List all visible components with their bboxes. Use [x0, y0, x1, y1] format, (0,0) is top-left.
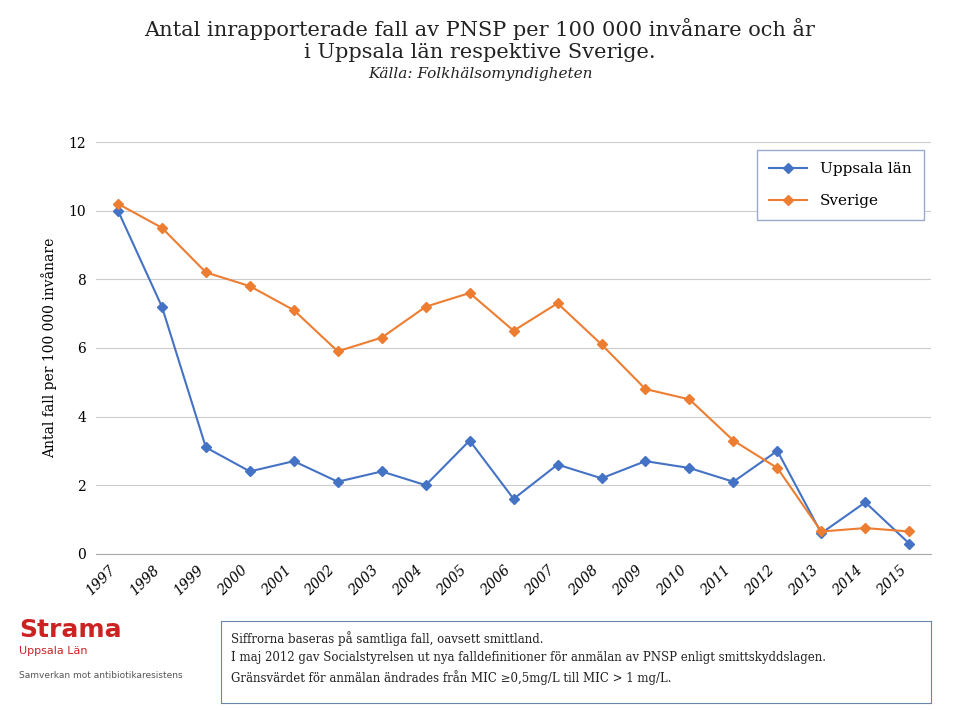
- Uppsala län: [464, 436, 475, 444]
- Sverige: [508, 327, 519, 335]
- Uppsala län: [376, 467, 388, 476]
- Line: Sverige: Sverige: [114, 200, 913, 535]
- Sverige: [772, 464, 783, 472]
- Sverige: [332, 347, 344, 356]
- Text: Siffrorna baseras på samtliga fall, oavsett smittland.
I maj 2012 gav Socialstyr: Siffrorna baseras på samtliga fall, oavs…: [231, 631, 827, 684]
- Uppsala län: [508, 495, 519, 503]
- Uppsala län: [728, 477, 739, 486]
- Text: i Uppsala län respektive Sverige.: i Uppsala län respektive Sverige.: [304, 43, 656, 62]
- Sverige: [639, 385, 651, 393]
- Sverige: [684, 395, 695, 403]
- Line: Uppsala län: Uppsala län: [114, 207, 913, 547]
- Uppsala län: [772, 447, 783, 455]
- Uppsala län: [288, 457, 300, 466]
- Sverige: [376, 334, 388, 342]
- Uppsala län: [200, 443, 211, 452]
- Sverige: [200, 268, 211, 277]
- Sverige: [288, 306, 300, 315]
- Uppsala län: [684, 464, 695, 472]
- Sverige: [859, 524, 871, 532]
- Sverige: [552, 299, 564, 307]
- Text: Källa: Folkhälsomyndigheten: Källa: Folkhälsomyndigheten: [368, 67, 592, 82]
- Uppsala län: [332, 477, 344, 486]
- Sverige: [728, 436, 739, 444]
- Legend: Uppsala län, Sverige: Uppsala län, Sverige: [757, 150, 924, 220]
- Text: Uppsala Län: Uppsala Län: [19, 646, 87, 656]
- Sverige: [464, 289, 475, 297]
- Uppsala län: [816, 529, 828, 537]
- Uppsala län: [903, 540, 915, 548]
- Sverige: [903, 528, 915, 536]
- Uppsala län: [596, 474, 608, 483]
- Text: Antal inrapporterade fall av PNSP per 100 000 invånare och år: Antal inrapporterade fall av PNSP per 10…: [145, 18, 815, 40]
- Sverige: [112, 200, 124, 208]
- Sverige: [244, 282, 255, 290]
- Uppsala län: [156, 302, 168, 311]
- Sverige: [816, 528, 828, 536]
- Uppsala län: [859, 498, 871, 507]
- Sverige: [420, 302, 431, 311]
- Sverige: [156, 224, 168, 232]
- Y-axis label: Antal fall per 100 000 invånare: Antal fall per 100 000 invånare: [41, 238, 58, 458]
- Uppsala län: [420, 481, 431, 489]
- Uppsala län: [112, 207, 124, 215]
- Text: Strama: Strama: [19, 618, 122, 642]
- Uppsala län: [552, 460, 564, 469]
- Text: Samverkan mot antibiotikaresistens: Samverkan mot antibiotikaresistens: [19, 671, 182, 680]
- Uppsala län: [244, 467, 255, 476]
- Uppsala län: [639, 457, 651, 466]
- Sverige: [596, 340, 608, 349]
